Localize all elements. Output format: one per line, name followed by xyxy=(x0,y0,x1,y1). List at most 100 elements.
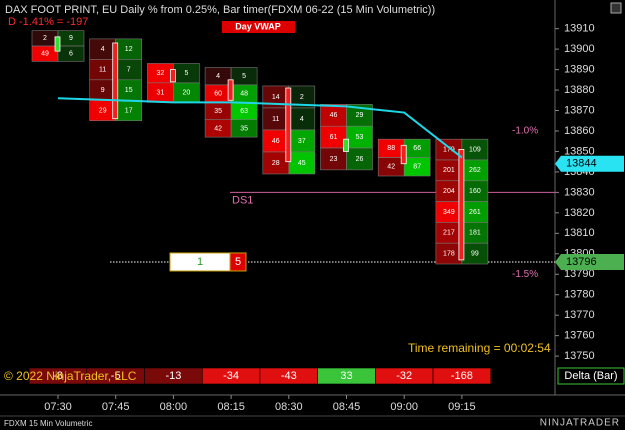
bid-value: 42 xyxy=(387,164,395,171)
bid-value: 11 xyxy=(272,116,279,123)
ask-value: 35 xyxy=(240,125,248,132)
ask-value: 63 xyxy=(240,108,248,115)
bid-value: 217 xyxy=(443,230,455,237)
bid-value: 61 xyxy=(330,134,338,141)
count-label: 5 xyxy=(235,256,241,268)
bid-value: 204 xyxy=(443,188,455,195)
x-tick-label: 08:30 xyxy=(275,401,303,413)
bid-value: 11 xyxy=(99,66,106,73)
bid-value: 32 xyxy=(157,70,165,77)
window-icon[interactable] xyxy=(610,2,622,14)
price-marker-label: 13844 xyxy=(566,158,597,170)
ask-value: 20 xyxy=(183,89,191,96)
ask-cell xyxy=(403,157,431,177)
count-box xyxy=(229,252,247,272)
y-tick-label: 13830 xyxy=(564,186,595,198)
price-marker-label: 13796 xyxy=(566,256,597,268)
ask-value: 2 xyxy=(300,94,304,101)
bid-value: 29 xyxy=(99,107,107,114)
x-tick-label: 07:30 xyxy=(44,401,72,413)
x-tick-label: 08:00 xyxy=(160,401,188,413)
y-tick-label: 13790 xyxy=(564,268,595,280)
ask-value: 181 xyxy=(469,230,481,237)
bid-value: 4 xyxy=(216,73,220,80)
ask-cell xyxy=(230,119,258,138)
candle-body xyxy=(169,69,176,83)
qty-label: 1 xyxy=(197,256,203,268)
price-marker xyxy=(555,155,624,172)
ask-value: 109 xyxy=(469,146,481,153)
x-tick-label: 07:45 xyxy=(102,401,130,413)
candle-body xyxy=(227,79,234,101)
delta-value: -5 xyxy=(111,370,121,382)
delta-value: -13 xyxy=(165,370,181,382)
y-tick-label: 13760 xyxy=(564,330,595,342)
x-tick-label: 08:45 xyxy=(333,401,361,413)
price-marker xyxy=(555,253,624,270)
x-tick-label: 09:15 xyxy=(448,401,476,413)
percent-level: -1.0% xyxy=(512,126,538,137)
ask-value: 53 xyxy=(356,134,364,141)
y-tick-label: 13810 xyxy=(564,227,595,239)
time-remaining: Time remaining = 00:02:54 xyxy=(408,341,551,355)
bid-value: 349 xyxy=(443,209,455,216)
bid-value: 42 xyxy=(214,125,222,132)
brand: NINJATRADER xyxy=(540,418,620,429)
y-tick-label: 13850 xyxy=(564,145,595,157)
ask-value: 5 xyxy=(242,73,246,80)
bid-value: 179 xyxy=(443,146,455,153)
ds-label: DS1 xyxy=(232,194,253,206)
candle-body xyxy=(285,87,292,163)
delta-value: 33 xyxy=(340,370,352,382)
x-tick-label: 09:00 xyxy=(390,401,418,413)
bid-value: 4 xyxy=(101,46,105,53)
y-tick-label: 13780 xyxy=(564,289,595,301)
ask-value: 45 xyxy=(298,160,306,167)
ask-value: 48 xyxy=(240,90,248,97)
delta-value: -34 xyxy=(223,370,239,382)
ask-value: 66 xyxy=(413,145,421,152)
ask-value: 37 xyxy=(298,138,306,145)
ask-cell xyxy=(346,147,373,171)
ask-value: 17 xyxy=(125,107,133,114)
bid-value: 88 xyxy=(387,145,395,152)
candle-body xyxy=(343,138,349,152)
delta-value: -43 xyxy=(281,370,297,382)
vwap-badge xyxy=(222,21,295,33)
ask-value: 99 xyxy=(471,250,479,257)
percent-level: -1.5% xyxy=(512,269,538,280)
x-tick-label: 08:15 xyxy=(217,401,245,413)
y-tick-label: 13750 xyxy=(564,350,595,362)
bid-value: 201 xyxy=(443,167,455,174)
ask-value: 4 xyxy=(300,116,304,123)
chart-title: DAX FOOT PRINT, EU Daily % from 0.25%, B… xyxy=(5,4,435,16)
y-tick-label: 13860 xyxy=(564,125,595,137)
delta-value: -168 xyxy=(451,370,473,382)
bid-value: 60 xyxy=(214,90,222,97)
y-tick-label: 13900 xyxy=(564,43,595,55)
ask-value: 6 xyxy=(69,51,73,58)
ask-value: 5 xyxy=(184,70,188,77)
daily-change: D -1.41% = -197 xyxy=(8,16,88,28)
ask-value: 7 xyxy=(127,66,131,73)
candle-body xyxy=(400,144,407,165)
vwap-label: Day VWAP xyxy=(235,21,281,31)
delta-value: -32 xyxy=(396,370,412,382)
y-tick-label: 13880 xyxy=(564,84,595,96)
y-tick-label: 13910 xyxy=(564,23,595,35)
ask-cell xyxy=(57,45,85,62)
footer-label: FDXM 15 Min Volumetric xyxy=(4,419,92,428)
y-tick-label: 13870 xyxy=(564,104,595,116)
ask-value: 87 xyxy=(413,164,421,171)
ask-value: 15 xyxy=(125,87,133,94)
bid-value: 2 xyxy=(43,35,47,42)
bid-value: 9 xyxy=(101,87,105,94)
candle-body xyxy=(112,42,119,120)
candle-body xyxy=(54,36,61,52)
bid-value: 46 xyxy=(272,138,280,145)
ask-value: 261 xyxy=(469,209,481,216)
ask-cell xyxy=(288,151,316,175)
bid-value: 49 xyxy=(41,51,49,58)
copyright: © 2022 NinjaTrader, LLC xyxy=(4,369,137,383)
delta-value: -8 xyxy=(53,370,63,382)
